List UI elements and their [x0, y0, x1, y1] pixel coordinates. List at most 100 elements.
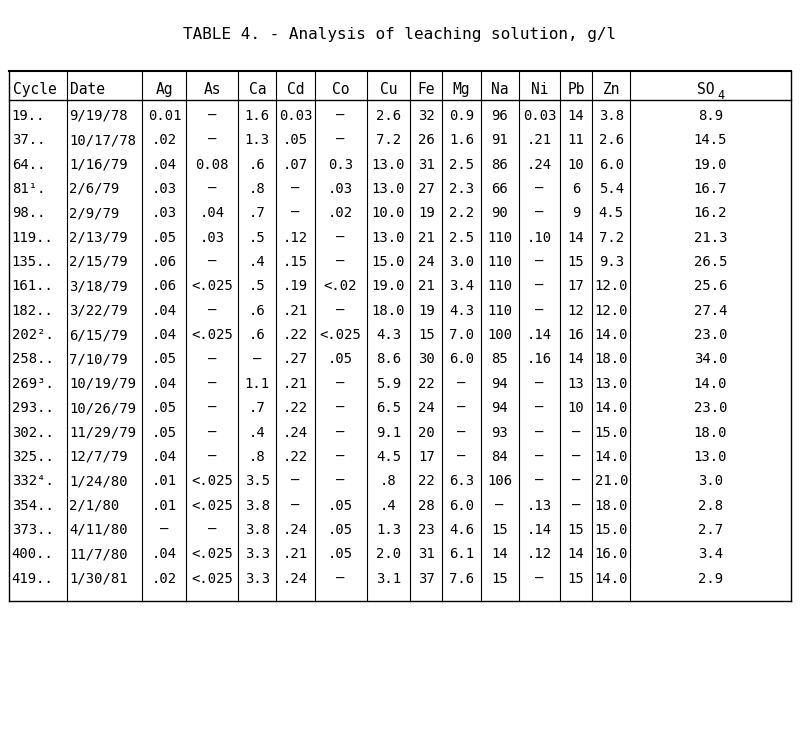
Text: –: –	[457, 450, 466, 464]
Text: 3.5: 3.5	[245, 474, 270, 488]
Text: 7/10/79: 7/10/79	[69, 353, 128, 367]
Text: –: –	[337, 255, 345, 269]
Text: 135..: 135..	[12, 255, 54, 269]
Text: –: –	[337, 230, 345, 245]
Text: 12: 12	[568, 304, 585, 318]
Text: –: –	[337, 474, 345, 488]
Text: 0.3: 0.3	[328, 158, 353, 171]
Text: –: –	[337, 133, 345, 147]
Text: 14: 14	[568, 353, 585, 367]
Text: .15: .15	[283, 255, 308, 269]
Text: 19.0: 19.0	[694, 158, 727, 171]
Text: 14: 14	[491, 548, 508, 562]
Text: –: –	[208, 425, 217, 439]
Text: Na: Na	[491, 82, 509, 98]
Text: 0.08: 0.08	[195, 158, 229, 171]
Text: –: –	[535, 206, 544, 220]
Text: 31: 31	[418, 158, 434, 171]
Text: 2.9: 2.9	[698, 571, 723, 585]
Text: .16: .16	[527, 353, 552, 367]
Text: 110: 110	[487, 279, 512, 293]
Text: 373..: 373..	[12, 523, 54, 537]
Text: 0.9: 0.9	[449, 109, 474, 123]
Text: 14.5: 14.5	[694, 133, 727, 147]
Text: 6: 6	[572, 182, 580, 196]
Text: 2/15/79: 2/15/79	[69, 255, 128, 269]
Text: –: –	[535, 376, 544, 391]
Text: 182..: 182..	[12, 304, 54, 318]
Text: .22: .22	[283, 328, 308, 342]
Text: 7.2: 7.2	[598, 230, 624, 245]
Text: –: –	[208, 255, 217, 269]
Text: Fe: Fe	[418, 82, 435, 98]
Text: .4: .4	[249, 425, 266, 439]
Text: Ag: Ag	[156, 82, 173, 98]
Text: 24: 24	[418, 255, 434, 269]
Text: 400..: 400..	[12, 548, 54, 562]
Text: 27: 27	[418, 182, 434, 196]
Text: –: –	[535, 304, 544, 318]
Text: .04: .04	[152, 548, 177, 562]
Text: .01: .01	[152, 474, 177, 488]
Text: 6.0: 6.0	[449, 353, 474, 367]
Text: 23.0: 23.0	[694, 328, 727, 342]
Text: 6.1: 6.1	[449, 548, 474, 562]
Text: –: –	[337, 571, 345, 585]
Text: –: –	[337, 304, 345, 318]
Text: <.025: <.025	[191, 474, 233, 488]
Text: 10: 10	[568, 401, 585, 415]
Text: .05: .05	[283, 133, 308, 147]
Text: 9.3: 9.3	[598, 255, 624, 269]
Text: 15: 15	[491, 523, 508, 537]
Text: .7: .7	[249, 206, 266, 220]
Text: –: –	[291, 206, 300, 220]
Text: 2.0: 2.0	[376, 548, 401, 562]
Text: .22: .22	[283, 450, 308, 464]
Text: –: –	[457, 401, 466, 415]
Text: –: –	[535, 279, 544, 293]
Text: 91: 91	[491, 133, 508, 147]
Text: 9.1: 9.1	[376, 425, 401, 439]
Text: 325..: 325..	[12, 450, 54, 464]
Text: 14: 14	[568, 109, 585, 123]
Text: 2.6: 2.6	[376, 109, 401, 123]
Text: 10/19/79: 10/19/79	[69, 376, 136, 391]
Text: 14.0: 14.0	[594, 571, 628, 585]
Text: 332⁴.: 332⁴.	[12, 474, 54, 488]
Text: 3.4: 3.4	[698, 548, 723, 562]
Text: 293..: 293..	[12, 401, 54, 415]
Text: 202².: 202².	[12, 328, 54, 342]
Text: .03: .03	[152, 206, 177, 220]
Text: 1.6: 1.6	[449, 133, 474, 147]
Text: .27: .27	[283, 353, 308, 367]
Text: 15: 15	[418, 328, 434, 342]
Text: .5: .5	[249, 230, 266, 245]
Text: 1/30/81: 1/30/81	[69, 571, 128, 585]
Text: 6/15/79: 6/15/79	[69, 328, 128, 342]
Text: 8.9: 8.9	[698, 109, 723, 123]
Text: –: –	[457, 376, 466, 391]
Text: –: –	[535, 401, 544, 415]
Text: 106: 106	[487, 474, 512, 488]
Text: 21.0: 21.0	[594, 474, 628, 488]
Text: 12.0: 12.0	[594, 304, 628, 318]
Text: 18.0: 18.0	[594, 499, 628, 513]
Text: As: As	[203, 82, 221, 98]
Text: 37..: 37..	[12, 133, 46, 147]
Text: –: –	[291, 474, 300, 488]
Text: 302..: 302..	[12, 425, 54, 439]
Text: 258..: 258..	[12, 353, 54, 367]
Text: 18.0: 18.0	[694, 425, 727, 439]
Text: <.025: <.025	[191, 279, 233, 293]
Text: 93: 93	[491, 425, 508, 439]
Text: 21: 21	[418, 230, 434, 245]
Text: Mg: Mg	[453, 82, 470, 98]
Text: .8: .8	[249, 182, 266, 196]
Text: –: –	[535, 255, 544, 269]
Text: 22: 22	[418, 376, 434, 391]
Text: 19..: 19..	[12, 109, 46, 123]
Text: 3.0: 3.0	[449, 255, 474, 269]
Text: 19: 19	[418, 206, 434, 220]
Text: .24: .24	[527, 158, 552, 171]
Text: 86: 86	[491, 158, 508, 171]
